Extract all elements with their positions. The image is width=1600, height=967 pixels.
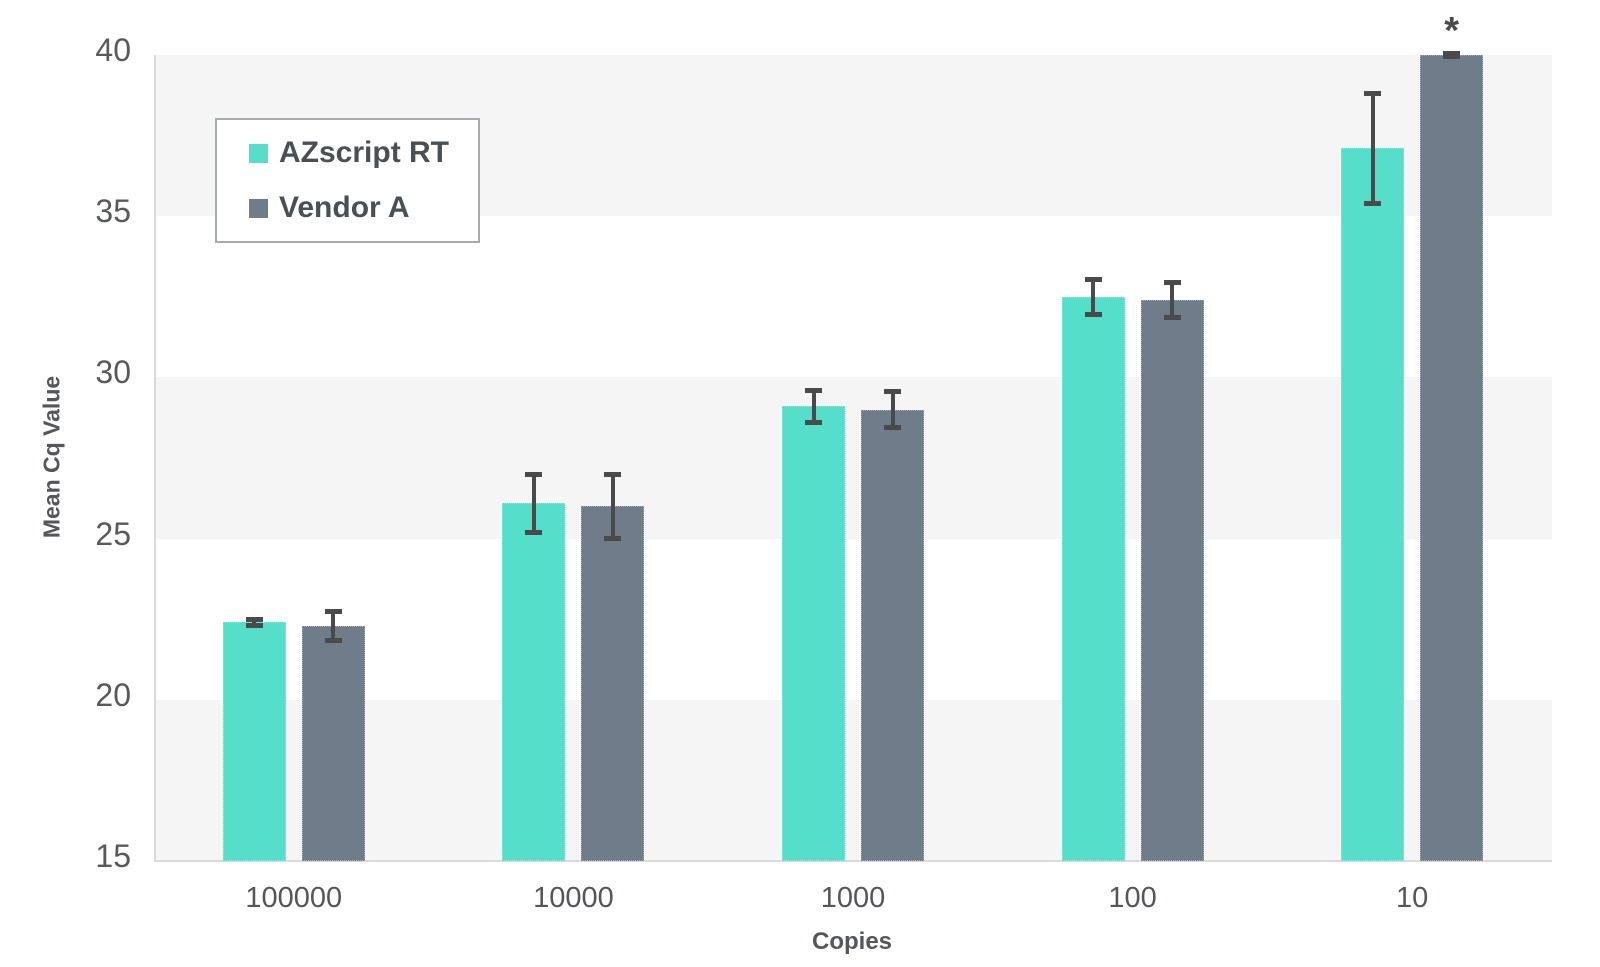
error-cap-bottom-azscript-rt-10000 — [525, 529, 543, 535]
bar-vendor-a-10 — [1420, 55, 1484, 861]
error-cap-bottom-azscript-rt-1000 — [805, 420, 822, 426]
bar-azscript-rt-1000 — [782, 406, 845, 861]
error-cap-top-azscript-rt-10000 — [525, 471, 543, 477]
error-cap-top-vendor-a-10000 — [604, 471, 622, 477]
bar-azscript-rt-100 — [1061, 296, 1125, 861]
error-cap-top-vendor-a-1000 — [884, 389, 901, 395]
legend-swatch-vendor-a-icon — [249, 198, 268, 218]
x-tick-label-10: 10 — [1396, 882, 1429, 914]
bar-azscript-rt-10000 — [502, 503, 566, 861]
error-bar-vendor-a-1000 — [890, 391, 895, 428]
legend-item-azscript-rt: AZscript RT — [249, 138, 478, 168]
y-tick-label-30: 30 — [95, 354, 131, 391]
y-axis-title: Mean Cq Value — [38, 375, 65, 539]
legend-item-vendor-a: Vendor A — [249, 193, 478, 223]
error-bar-azscript-rt-100000 — [252, 619, 257, 626]
y-tick-label-15: 15 — [95, 838, 131, 874]
x-tick-label-100000: 100000 — [245, 882, 343, 914]
bar-vendor-a-1000 — [861, 409, 924, 861]
x-tick-label-100: 100 — [1108, 882, 1157, 914]
x-tick-label-10000: 10000 — [533, 882, 614, 914]
y-tick-label-40: 40 — [95, 32, 131, 68]
error-cap-bottom-vendor-a-10000 — [604, 536, 622, 542]
error-cap-bottom-vendor-a-100000 — [324, 637, 342, 643]
x-axis-line — [154, 860, 1552, 862]
error-bar-vendor-a-100 — [1170, 282, 1175, 318]
grid-band-25-30 — [154, 377, 1552, 539]
error-cap-bottom-vendor-a-100 — [1163, 315, 1181, 321]
bar-vendor-a-100 — [1140, 300, 1204, 861]
error-bar-vendor-a-10000 — [610, 474, 615, 539]
error-cap-top-vendor-a-100 — [1163, 279, 1181, 285]
error-cap-top-vendor-a-100000 — [324, 608, 342, 614]
legend: AZscript RT Vendor A — [215, 118, 480, 243]
error-cap-bottom-vendor-a-1000 — [884, 424, 901, 430]
error-cap-bottom-azscript-rt-10 — [1364, 200, 1382, 206]
y-tick-label-20: 20 — [95, 676, 131, 713]
error-cap-top-azscript-rt-10 — [1364, 91, 1382, 97]
y-axis-line — [154, 55, 156, 861]
bar-vendor-a-10000 — [581, 506, 645, 861]
x-tick-label-1000: 1000 — [820, 882, 886, 914]
error-cap-bottom-azscript-rt-100000 — [245, 623, 263, 629]
error-bar-vendor-a-100000 — [331, 611, 336, 641]
error-bar-azscript-rt-10 — [1370, 93, 1375, 204]
error-cap-top-azscript-rt-1000 — [805, 387, 822, 393]
legend-label-vendor-a: Vendor A — [279, 191, 410, 224]
error-cap-top-azscript-rt-100 — [1084, 276, 1102, 282]
error-cap-bottom-vendor-a-10 — [1443, 54, 1461, 60]
bar-azscript-rt-10 — [1341, 148, 1405, 861]
y-tick-label-35: 35 — [95, 193, 131, 230]
grid-band-15-20 — [154, 699, 1552, 861]
y-tick-label-25: 25 — [95, 515, 131, 552]
error-cap-bottom-azscript-rt-100 — [1084, 312, 1102, 318]
error-bar-azscript-rt-10000 — [531, 474, 536, 533]
error-cap-top-vendor-a-10 — [1443, 50, 1461, 56]
legend-label-azscript-rt: AZscript RT — [279, 136, 450, 169]
bar-azscript-rt-100000 — [222, 622, 286, 861]
legend-swatch-azscript-rt-icon — [249, 143, 268, 163]
bar-vendor-a-100000 — [301, 625, 365, 861]
error-bar-azscript-rt-1000 — [811, 390, 816, 423]
error-bar-azscript-rt-100 — [1091, 279, 1096, 315]
error-cap-top-azscript-rt-100000 — [245, 616, 263, 622]
x-axis-title: Copies — [811, 928, 893, 955]
significance-asterisk: * — [1444, 10, 1460, 52]
